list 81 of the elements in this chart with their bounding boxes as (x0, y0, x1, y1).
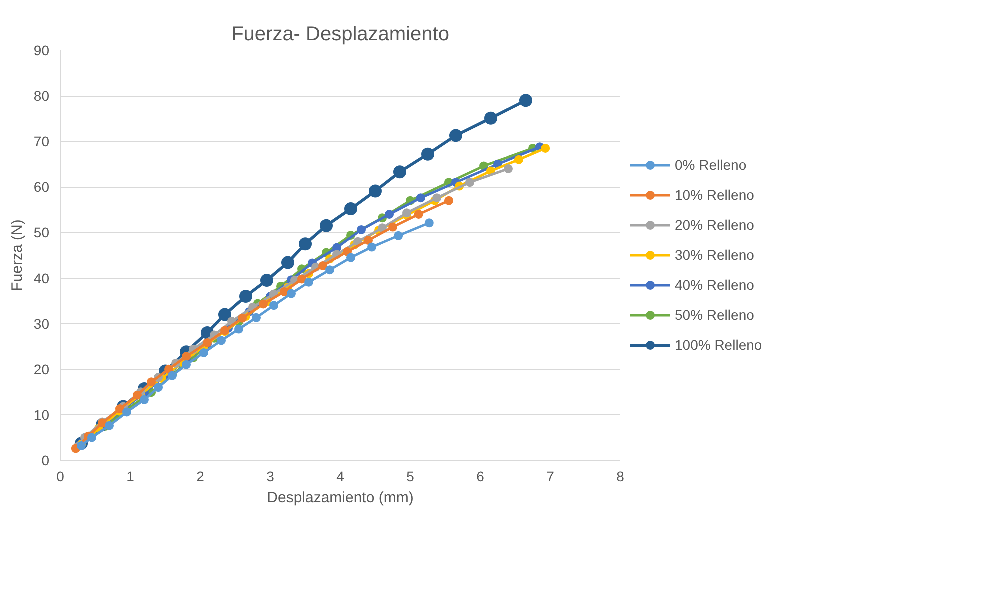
x-tick-label: 6 (476, 468, 485, 484)
point (164, 364, 174, 374)
x-tick-label: 5 (406, 468, 415, 484)
point (260, 274, 274, 288)
point (140, 395, 149, 404)
point (234, 324, 244, 334)
point (394, 166, 406, 179)
x-tick-label: 3 (266, 468, 275, 484)
point (182, 360, 191, 370)
point (346, 253, 356, 262)
point (484, 112, 498, 125)
point (240, 290, 252, 303)
point (432, 194, 442, 203)
point (520, 94, 532, 108)
y-axis-title: Fuerza (N) (8, 220, 26, 292)
point (287, 289, 296, 298)
y-tick-label: 70 (34, 134, 50, 150)
point (357, 225, 366, 234)
point (217, 336, 226, 346)
point (466, 178, 474, 188)
point (299, 238, 312, 251)
y-tick-label: 10 (34, 406, 50, 423)
x-tick-label: 1 (126, 468, 135, 484)
point (282, 256, 294, 270)
x-tick-label: 7 (546, 468, 555, 484)
point (304, 278, 314, 287)
point (344, 202, 358, 216)
point (394, 231, 404, 240)
y-tick-label: 90 (34, 42, 50, 58)
point (444, 196, 454, 206)
point (298, 274, 306, 284)
y-tick-label: 80 (34, 88, 50, 104)
point (147, 378, 156, 387)
legend-label: 40% Relleno (675, 277, 754, 293)
point (422, 148, 434, 161)
point (154, 383, 163, 392)
y-tick-label: 30 (34, 316, 50, 332)
x-tick-label: 2 (196, 468, 205, 484)
point (218, 308, 232, 322)
point (424, 218, 434, 228)
legend-label: 30% Relleno (675, 247, 754, 263)
x-tick-label: 0 (56, 468, 65, 484)
point (270, 301, 278, 310)
y-tick-label: 40 (34, 270, 50, 286)
legend-label: 0% Relleno (675, 157, 747, 173)
legend-label: 50% Relleno (675, 307, 754, 323)
point (385, 210, 394, 219)
point (88, 433, 96, 442)
x-axis-title: Desplazamiento (mm) (267, 490, 414, 506)
chart-title: Fuerza- Desplazamiento (232, 24, 450, 46)
point (369, 184, 382, 198)
point (414, 210, 424, 219)
point (504, 164, 513, 174)
y-tick-label: 50 (34, 224, 50, 241)
point (238, 314, 247, 323)
point (388, 222, 398, 232)
y-tick-label: 0 (42, 452, 50, 468)
legend-label: 20% Relleno (675, 217, 754, 233)
point (280, 287, 289, 296)
x-tick-label: 4 (336, 468, 345, 484)
legend-label: 10% Relleno (675, 187, 754, 203)
y-tick-label: 60 (34, 179, 50, 196)
point (541, 144, 550, 153)
point (320, 219, 333, 232)
y-tick-label: 20 (34, 361, 50, 378)
point (133, 390, 142, 400)
point (252, 313, 261, 322)
point (105, 421, 114, 430)
point (318, 261, 328, 270)
point (122, 408, 132, 417)
point (200, 348, 208, 358)
x-tick-label: 8 (616, 468, 625, 484)
point (368, 242, 376, 252)
legend-label: 100% Relleno (675, 337, 762, 353)
point (182, 352, 191, 362)
point (514, 155, 524, 164)
point (364, 236, 373, 245)
point (326, 266, 334, 275)
point (416, 194, 426, 203)
point (450, 129, 462, 142)
point (259, 300, 268, 309)
